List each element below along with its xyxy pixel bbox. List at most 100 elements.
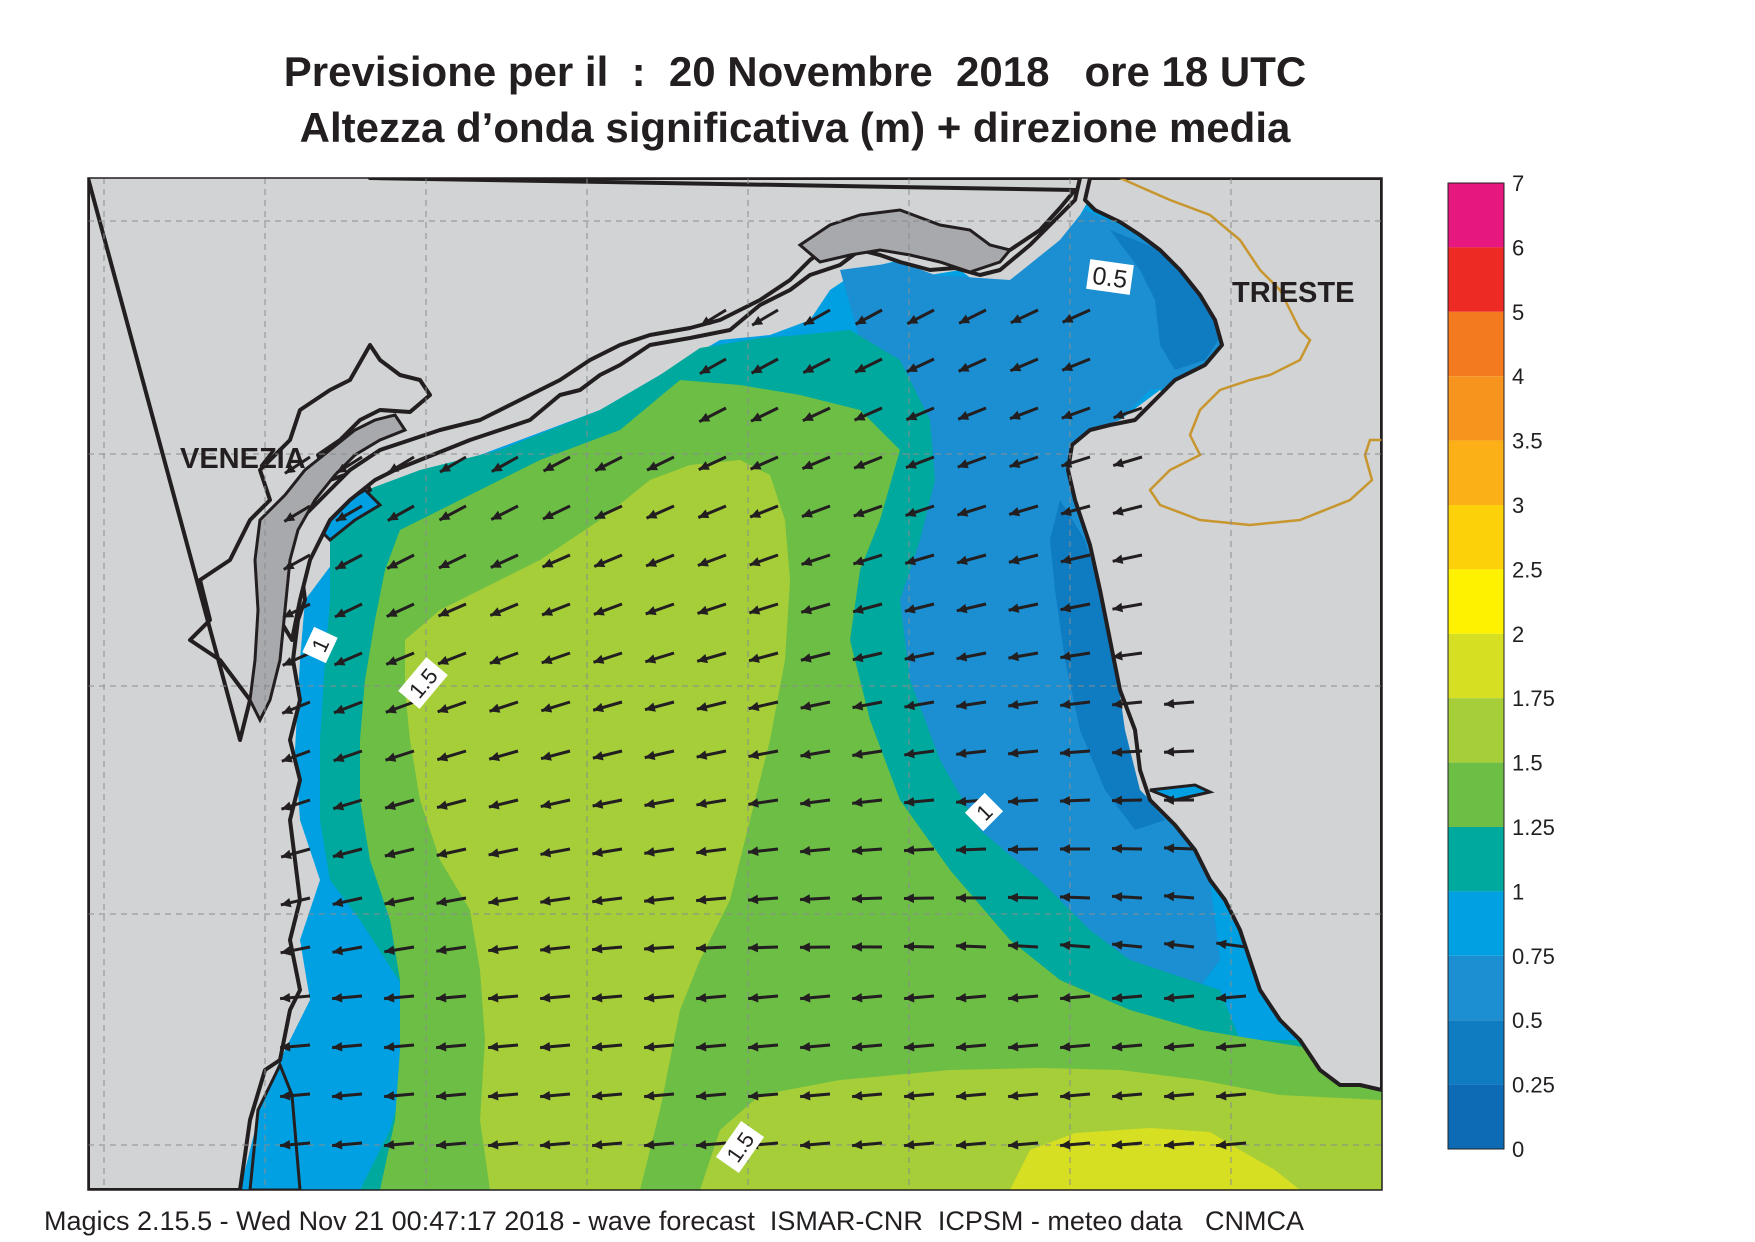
wave-direction-arrowhead [332,992,343,1003]
wave-direction-arrowhead [956,1139,967,1150]
wave-direction-arrowhead [1164,698,1175,709]
land-venice-lagoon [248,413,408,724]
wave-direction-arrowhead [437,752,449,762]
wave-direction-arrowhead [284,512,296,522]
wave-direction-arrowhead [957,555,968,565]
wave-direction-arrowhead [540,1139,551,1150]
wave-direction-arrowhead [334,704,345,714]
legend-tick-label: 3.5 [1512,429,1543,454]
wave-direction-arrowhead [1112,650,1123,661]
wave-direction-arrowhead [904,845,915,855]
wave-direction-arrowhead [1008,651,1020,662]
wave-direction-arrowhead [904,1090,915,1101]
wave-direction-arrowhead [384,1139,395,1150]
wave-direction-arrowhead [698,509,710,519]
wave-direction-arrowhead [282,705,294,715]
wave-direction-arrowhead [593,606,605,616]
wave-direction-arrowhead [490,559,502,568]
wave-direction-arrowhead [644,895,655,905]
wave-direction-arrowhead [332,897,344,907]
wave-direction-arrowhead [592,992,603,1003]
legend-swatch [1448,1084,1504,1149]
wave-direction-arrowhead [542,558,554,568]
legend-swatch [1448,440,1504,505]
legend-frame [1447,182,1505,1150]
wave-direction-arrowhead [1112,1139,1123,1150]
wave-direction-arrowhead [801,605,813,615]
wave-direction-arrowhead [336,511,347,521]
wave-direction-arrowhead [1112,1041,1123,1052]
wave-direction-arrowhead [1216,1090,1227,1101]
wave-direction-arrowhead [904,748,915,759]
wave-direction-arrowhead [438,607,450,617]
wave-direction-arrowhead [800,701,812,711]
wave-direction-arrowhead [1008,748,1019,758]
wave-direction-arrowhead [956,1041,967,1052]
wave-direction-arrowhead [853,556,865,566]
legend-tick-label: 1.75 [1512,686,1555,711]
wave-direction-arrowhead [592,895,603,906]
wave-direction-arrowhead [384,1090,395,1101]
wave-direction-arrowhead [800,1041,811,1052]
wave-direction-arrowhead [332,849,344,859]
wave-direction-arrowhead [644,798,656,809]
wave-direction-arrowhead [284,463,296,474]
legend-tick-label: 5 [1512,300,1524,325]
wave-direction-arrowhead [438,655,450,665]
wave-direction-arrowhead [542,606,554,616]
wave-direction-arrowhead [800,992,811,1003]
wave-direction-arrowhead [489,655,501,665]
legend-tick-label: 2.5 [1512,557,1543,582]
legend-swatch [1448,698,1504,763]
wave-direction-arrowhead [543,462,555,472]
wave-direction-arrowhead [1164,891,1175,902]
wave-direction-arrowhead [1009,458,1021,468]
wave-direction-arrowhead [852,652,864,663]
wave-direction-arrowhead [490,607,502,617]
wave-direction-arrowhead [1112,554,1124,564]
wave-direction-arrowhead [748,992,759,1003]
wave-direction-arrowhead [1008,796,1019,806]
wave-direction-arrowhead [592,1090,603,1101]
wave-direction-arrowhead [1112,795,1123,806]
land-east-coast [1066,178,1382,1092]
wave-direction-arrowhead [540,799,552,810]
wave-direction-arrowhead [748,701,760,712]
wave-direction-arrowhead [855,315,867,325]
wave-direction-arrowhead [803,315,815,325]
graticule [88,178,1382,1190]
wave-direction-arrowhead [436,945,447,955]
wave-direction-arrowhead [335,560,347,569]
wave-direction-arrowhead [1060,1090,1071,1101]
wave-direction-arrowhead [385,704,397,714]
wave-direction-arrowhead [696,992,707,1003]
wave-direction-arrowhead [956,1090,967,1101]
wave-direction-arrowhead [1164,747,1175,757]
wave-direction-arrowhead [957,459,969,469]
wave-direction-arrowhead [594,558,606,568]
wave-direction-arrowhead [488,848,500,858]
legend-tick-label: 0.25 [1512,1073,1555,1098]
legend-tick-label: 3 [1512,493,1524,518]
wave-direction-arrowhead [436,992,447,1003]
legend-tick-label: 7 [1512,171,1524,196]
wave-direction-arrowhead [958,362,970,372]
wave-direction-arrows [279,308,1247,1150]
wave-direction-arrowhead [800,942,810,953]
wave-direction-arrowhead [1008,1090,1019,1101]
wave-direction-arrowhead [751,412,763,422]
wave-direction-arrowhead [855,363,867,373]
wave-direction-arrowhead [489,751,500,762]
wave-direction-arrowhead [904,1139,915,1150]
wave-direction-arrowhead [646,509,658,519]
wave-direction-arrowhead [593,702,604,713]
legend-tick-label: 1.25 [1512,815,1555,840]
wave-direction-arrowhead [1216,992,1227,1003]
wave-direction-arrowhead [696,702,708,712]
map-subtitle: Altezza d’onda significativa (m) + direz… [299,104,1291,151]
wave-direction-arrowhead [802,460,814,470]
legend-tick-label: 6 [1512,235,1524,260]
footer-credits: Magics 2.15.5 - Wed Nov 21 00:47:17 2018… [44,1206,1304,1236]
wave-direction-arrowhead [956,893,966,903]
wave-direction-arrowhead [540,944,551,954]
